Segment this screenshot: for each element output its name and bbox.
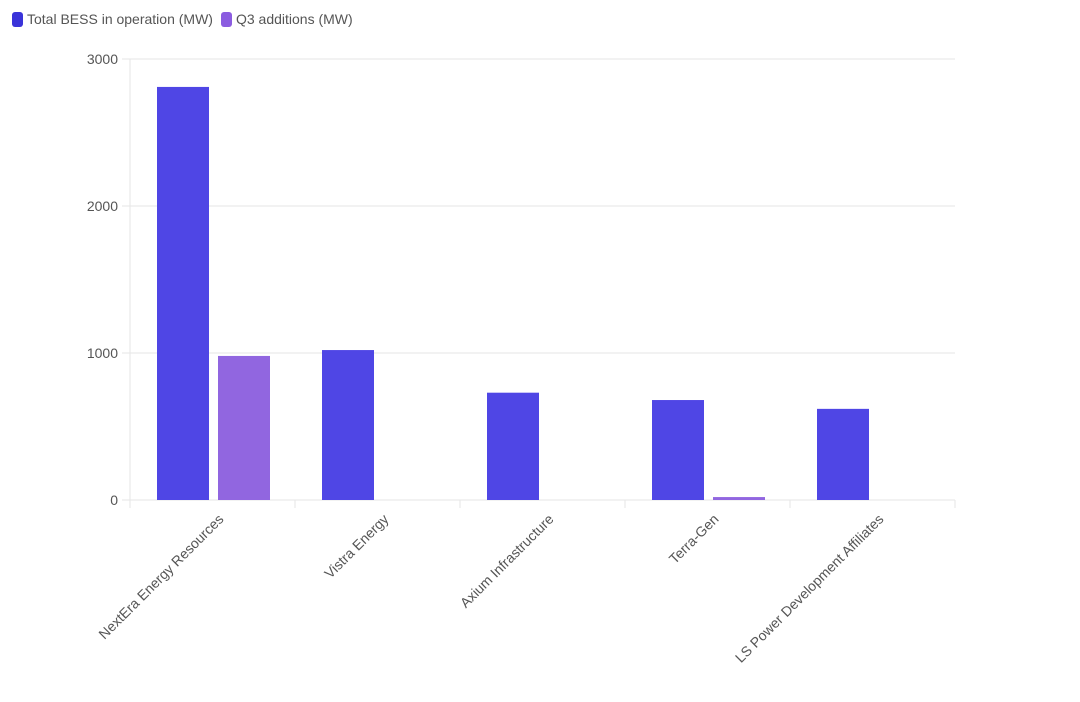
x-tick-label: LS Power Development Affiliates xyxy=(732,511,887,666)
legend-item-total[interactable]: Total BESS in operation (MW) xyxy=(12,11,213,27)
y-tick-label: 0 xyxy=(110,492,118,508)
x-tick-label: Axium Infrastructure xyxy=(457,511,557,611)
legend-label-q3: Q3 additions (MW) xyxy=(235,11,353,27)
legend: Total BESS in operation (MW) Q3 addition… xyxy=(12,11,353,27)
bar-total xyxy=(157,86,209,501)
bar-q3 xyxy=(218,355,270,500)
legend-swatch-total xyxy=(12,11,23,27)
bar-total xyxy=(652,400,704,500)
bar-total xyxy=(817,408,869,500)
x-tick-label: Terra-Gen xyxy=(666,511,722,567)
legend-label-total: Total BESS in operation (MW) xyxy=(27,11,213,27)
bar-q3 xyxy=(713,497,765,500)
bar-total xyxy=(487,392,539,500)
bar-total xyxy=(322,350,374,500)
x-tick-label: NextEra Energy Resources xyxy=(95,511,226,642)
x-tick-label: Vistra Energy xyxy=(321,511,392,582)
y-tick-label: 2000 xyxy=(87,198,118,214)
legend-swatch-q3 xyxy=(220,11,232,27)
y-tick-label: 3000 xyxy=(87,51,118,67)
legend-item-q3[interactable]: Q3 additions (MW) xyxy=(220,11,353,27)
y-tick-label: 1000 xyxy=(87,345,118,361)
